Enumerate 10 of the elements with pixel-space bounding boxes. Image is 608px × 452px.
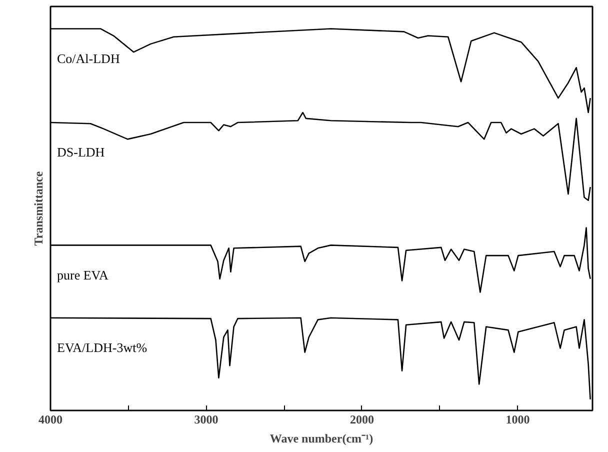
x-tick-label: 1000: [506, 412, 530, 426]
x-tick-label: 2000: [350, 412, 374, 426]
series-label: DS-LDH: [57, 144, 105, 160]
y-axis-title: Transmittance: [32, 170, 46, 246]
x-tick-label: 4000: [38, 412, 62, 426]
series-label: Co/Al-LDH: [57, 50, 120, 66]
x-axis-title: Wave number(cm⁻¹): [270, 432, 374, 446]
x-tick-label: 3000: [194, 412, 218, 426]
series-label: pure EVA: [57, 267, 110, 282]
series-label: EVA/LDH-3wt%: [57, 340, 148, 356]
